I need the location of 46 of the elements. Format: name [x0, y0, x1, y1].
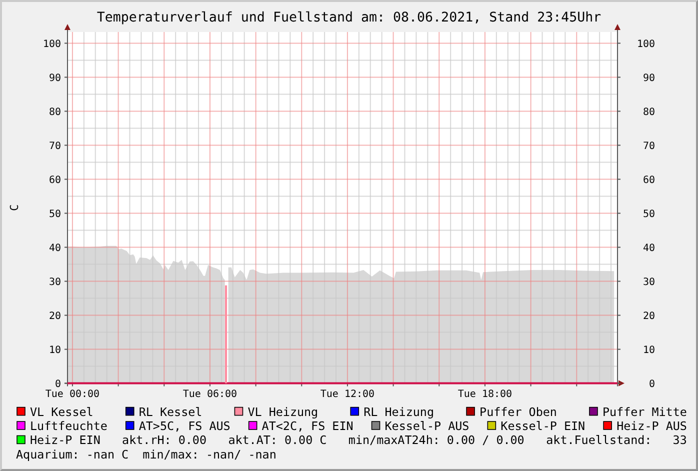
legend-label: Heiz-P AUS [616, 419, 687, 433]
y2-tick-label: 90 [642, 72, 655, 84]
legend-label: Puffer Mitte [602, 404, 687, 419]
y2-tick-label: 70 [642, 140, 655, 152]
legend-label: Kessel-P AUS [384, 419, 470, 433]
y-tick-label: 40 [48, 242, 61, 254]
text: akt.Fuellstand: 33 [546, 433, 687, 448]
legend-label: Heiz-P EIN [30, 433, 100, 448]
y-tick-label: 100 [42, 38, 61, 50]
x-tick-label: Tue 12:00 [320, 389, 375, 400]
legend-label: AT>5C, FS AUS [138, 419, 230, 433]
y-tick-label: 30 [48, 276, 61, 288]
chart-title: Temperaturverlauf und Fuellstand am: 08.06.2021, Stand 23:45Uhr [96, 10, 602, 26]
legend-label: Puffer Oben [480, 404, 557, 419]
text: Aquarium: -nan C min/max: -nan/ -nan [16, 447, 276, 462]
y-axis-title: C [8, 204, 21, 211]
legend-label: AT<2C, FS EIN [262, 419, 354, 433]
x-tick-label: Tue 00:00 [45, 389, 100, 400]
y-tick-label: 70 [48, 140, 61, 152]
legend-label: VL Kessel [30, 404, 94, 419]
y2-tick-label: 50 [642, 208, 655, 220]
y2-tick-label: 40 [642, 242, 655, 254]
y2-tick-label: 10 [642, 344, 655, 356]
y2-tick-label: 60 [642, 174, 655, 186]
y2-tick-label: 0 [648, 378, 655, 390]
x-tick-label: Tue 06:00 [182, 389, 238, 400]
y2-tick-label: 20 [642, 310, 655, 322]
y-tick-label: 10 [48, 344, 61, 356]
y-tick-label: 0 [54, 378, 61, 390]
y-tick-label: 60 [48, 174, 61, 186]
legend-label: Kessel-P EIN [500, 419, 586, 433]
y2-tick-label: 30 [642, 276, 655, 288]
y-tick-label: 50 [48, 208, 61, 220]
y2-tick-label: 100 [636, 38, 655, 50]
legend-label: RL Kessel [138, 404, 202, 419]
y-tick-label: 90 [48, 72, 61, 84]
y-tick-label: 20 [48, 310, 61, 322]
y2-tick-label: 80 [642, 106, 655, 118]
legend-label: Luftfeuchte [30, 419, 108, 433]
text: akt.AT: 0.00 C [228, 433, 327, 448]
text: min/maxAT24h: 0.00 / 0.00 [348, 433, 524, 448]
legend-label: RL Heizung [364, 404, 434, 419]
legend-label: VL Heizung [248, 404, 318, 419]
text: akt.rH: 0.00 [122, 433, 207, 448]
x-tick-label: Tue 18:00 [458, 389, 512, 400]
y-tick-label: 80 [48, 106, 61, 118]
